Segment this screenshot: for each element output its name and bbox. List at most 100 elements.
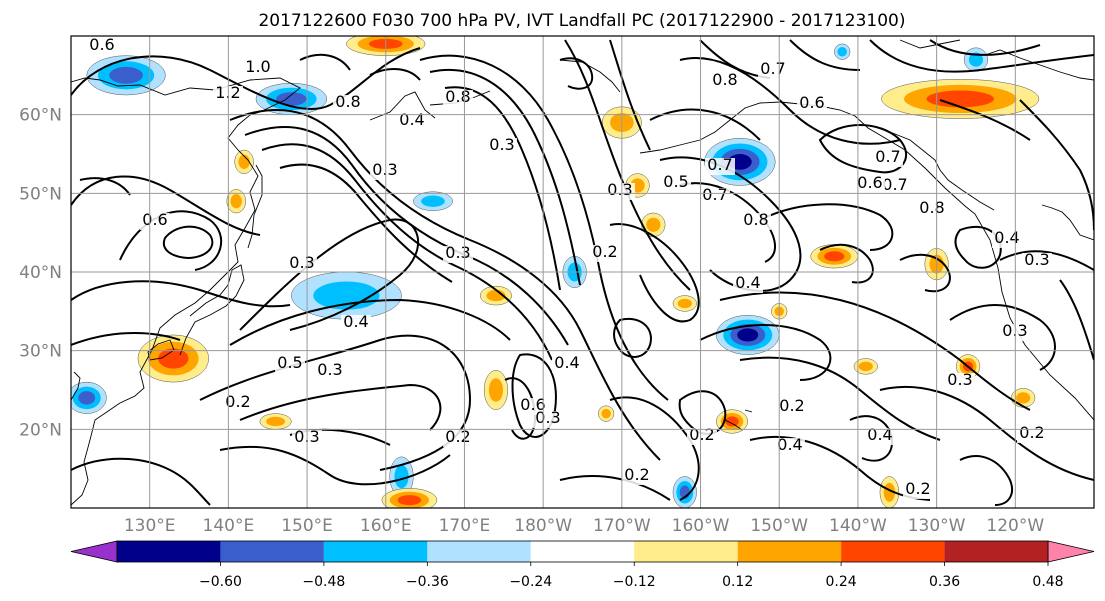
contour-label: 0.4 [994,228,1019,247]
contour-label-bg [140,213,170,230]
contour-label-bg [443,90,473,107]
ivt-shade-32-1 [601,408,611,419]
lat-label: 60°N [19,106,62,126]
lon-label: 160°W [672,516,730,536]
contour-label-bg [287,256,317,273]
contour-label-bg [903,482,933,499]
contour-label-bg [710,73,740,90]
contour-label: 0.2 [1019,423,1044,442]
colorbar-bin [220,541,324,562]
lon-label: 130°E [124,516,176,536]
ivt-shade-6-1 [421,195,445,207]
contour-label-bg [700,188,730,205]
contour-label-bg [397,113,427,130]
contour-label: 0.3 [317,360,342,379]
colorbar: −0.60 −0.48 −0.36 −0.24 −0.12 0.12 0.24 0.36 0.4… [70,540,1095,590]
contour-label-bg [873,150,903,167]
lon-label: 120°W [986,516,1044,536]
contour-label: 0.4 [777,435,802,454]
contour-label: 0.3 [372,160,397,179]
colorbar-bin [427,541,531,562]
ivt-shade-4-3 [737,328,759,342]
contour-label: 0.3 [1024,250,1049,269]
contour-label: 0.4 [343,312,368,331]
contour-label-bg [87,38,117,55]
contour-label: 0.2 [624,465,649,484]
contour-label-bg [590,245,620,262]
contour-label-bg [487,138,517,155]
contour-label: 0.8 [335,92,360,111]
colorbar-tick-label: −0.24 [509,574,552,590]
ivt-shade-1-2 [276,92,307,106]
ivt-shade-23-2 [725,416,739,427]
contour-label-bg [917,201,947,218]
contour-label: 0.7 [760,59,785,78]
ivt-shade-8-1 [394,464,409,489]
contour-label: 0.4 [554,353,579,372]
lon-label: 140°W [829,516,887,536]
colorbar-bin [530,541,635,562]
contour-label-bg [865,428,895,445]
contour-label: 0.2 [592,242,617,261]
contour-label: 0.4 [735,273,760,292]
contour-label: 0.7 [875,147,900,166]
colorbar-tick-label: 0.12 [722,574,753,590]
contour-label: 1.0 [245,57,270,76]
ivt-shade-13-2 [926,90,994,108]
contour-label-bg [622,468,652,485]
ivt-shade-10-1 [968,52,984,67]
coastlines [71,39,1094,506]
colorbar-tick-label: −0.60 [199,574,242,590]
colorbar-bin [634,541,738,562]
contour-label-bg [705,158,735,175]
contour-label: 0.3 [445,243,470,262]
contour-label: 0.3 [289,253,314,272]
ivt-shade-16-1 [646,217,661,232]
contour-label-bg [733,276,763,293]
colorbar-tick-label: 0.24 [826,574,857,590]
contour-label: 0.3 [489,135,514,154]
colorbar-tick-label: −0.36 [406,574,449,590]
contour-label-bg [741,213,771,230]
ivt-shade-24-2 [397,495,422,506]
lat-label: 30°N [19,342,62,362]
contour-label-bg [275,356,305,373]
lat-label: 20°N [19,420,62,440]
contour-label-bg [777,399,807,416]
contour-label-bg [552,356,582,373]
contour-label-bg [880,178,910,195]
map-panel: 0.61.01.2 0.8 0.80.30.40.30.30.60.30.40.5 0… [19,35,1095,536]
contour-label: 0.7 [702,185,727,204]
contour-label-bg [758,62,788,79]
contour-label: 0.2 [689,425,714,444]
colorbar-extend-high [1047,540,1095,563]
colorbar-bin [323,541,428,562]
contour-label-bg [518,398,548,415]
lat-label: 50°N [19,184,62,204]
contour-label: 0.6 [89,35,114,54]
ivt-shade-29-1 [883,482,896,502]
contour-label-bg [797,96,827,113]
contour-label: 0.6 [857,173,882,192]
contour-label: 0.8 [743,210,768,229]
contour-label: 0.5 [277,353,302,372]
colorbar-extend-low [70,540,118,563]
contour-label: 0.2 [905,479,930,498]
colorbar-tick-label: −0.12 [613,574,656,590]
ivt-shade-18-2 [824,251,845,262]
contour-label: 0.8 [445,87,470,106]
contour-label-bg [443,246,473,263]
colorbar-tick-label: −0.48 [302,574,345,590]
contour-label: 0.7 [882,175,907,194]
ivt-shade-21-1 [677,298,692,309]
ivt-shade-7-2 [78,391,96,405]
lat-label: 40°N [19,263,62,283]
ivt-shade-31-1 [238,154,250,169]
contour-label: 0.3 [947,370,972,389]
lon-label: 180°W [514,516,572,536]
figure-title: 2017122600 F030 700 hPa PV, IVT Landfall… [258,11,905,31]
contour-label-bg [775,438,805,455]
contour-label: 0.7 [707,155,732,174]
contour-label-bg [661,175,691,192]
colorbar-outline [116,540,1049,563]
